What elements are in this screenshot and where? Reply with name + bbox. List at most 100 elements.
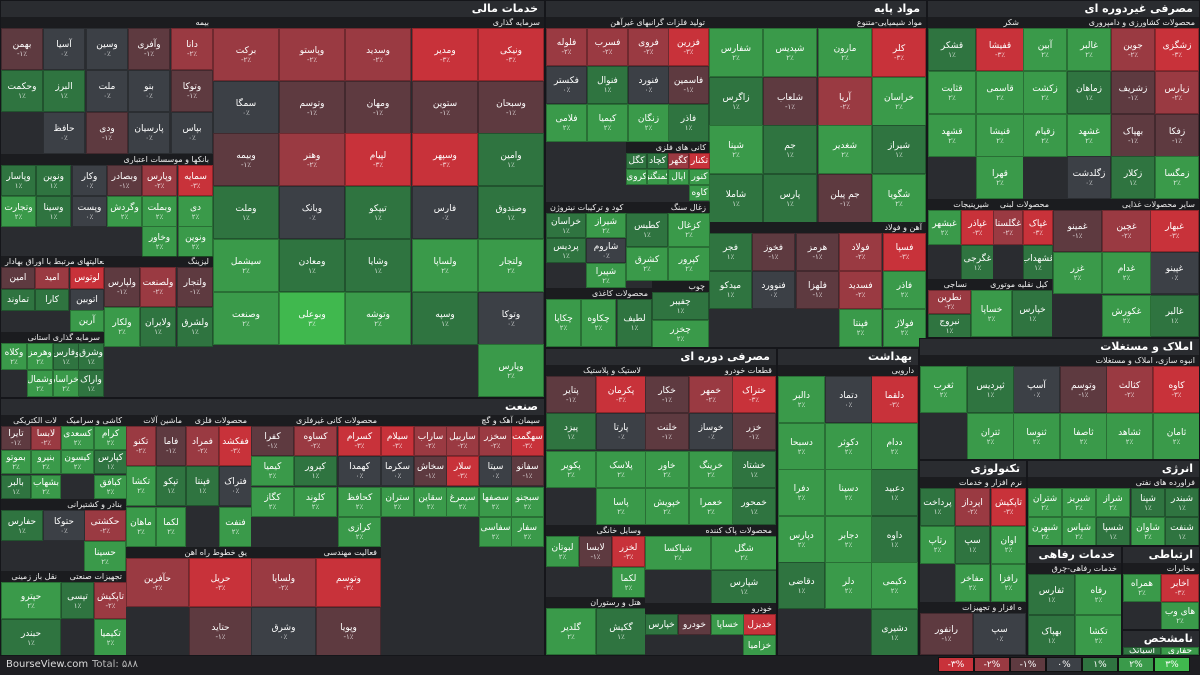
stock-tile[interactable]: وبانک ۰٪: [279, 186, 345, 239]
stock-tile[interactable]: غپاذر -۳٪: [961, 210, 993, 245]
stock-tile[interactable]: ولپارس -۱٪: [104, 267, 140, 307]
stock-tile[interactable]: وپارس ۲٪: [478, 344, 544, 397]
stock-tile[interactable]: فزرین -۳٪: [668, 28, 709, 66]
stock-tile[interactable]: آرین: [70, 310, 104, 332]
stock-tile[interactable]: خراسان ۱٪: [546, 213, 586, 238]
stock-tile[interactable]: حپترو ۲٪: [1, 582, 61, 619]
stock-tile[interactable]: شپارس ۱٪: [711, 570, 776, 603]
stock-tile[interactable]: وشمال ۲٪: [27, 370, 53, 397]
stock-tile[interactable]: نبروج ۱٪: [928, 314, 971, 337]
stock-tile[interactable]: رافزا ۲٪: [991, 564, 1026, 602]
stock-tile[interactable]: وتوکا -۱٪: [171, 70, 213, 112]
stock-tile[interactable]: فلوله -۲٪: [546, 28, 587, 66]
stock-tile[interactable]: برکت -۲٪: [213, 28, 279, 81]
stock-tile[interactable]: کزغال ۲٪: [668, 213, 710, 247]
stock-tile[interactable]: دسینا ۲٪: [825, 469, 872, 516]
stock-tile[interactable]: کثالث -۲٪: [1106, 366, 1153, 413]
stock-tile[interactable]: فولاد -۲٪: [839, 233, 882, 271]
stock-tile[interactable]: کروی: [626, 169, 647, 185]
stock-tile[interactable]: کلوند ۲٪: [294, 487, 337, 517]
stock-tile[interactable]: وتوسم -۱٪: [279, 81, 345, 134]
stock-tile[interactable]: تپکو ۱٪: [156, 466, 186, 506]
stock-tile[interactable]: کسعدی ۲٪: [61, 426, 94, 450]
stock-tile[interactable]: کاوه -۳٪: [1153, 366, 1199, 413]
stock-tile[interactable]: فخوز -۱٪: [752, 233, 795, 271]
stock-tile[interactable]: گلدیر ۲٪: [546, 608, 596, 655]
stock-tile[interactable]: زاگرس ۱٪: [709, 77, 763, 126]
stock-tile[interactable]: بپاس ۰٪: [171, 112, 213, 154]
stock-tile[interactable]: کشرق ۲٪: [626, 247, 668, 281]
stock-tile[interactable]: البرز ۱٪: [43, 70, 85, 112]
stock-tile[interactable]: زشگزی -۳٪: [1155, 28, 1199, 71]
stock-tile[interactable]: کرام ۲٪: [94, 426, 126, 450]
stock-tile[interactable]: غپینو ۰٪: [1150, 252, 1199, 294]
stock-tile[interactable]: دالبر ۲٪: [778, 376, 825, 423]
stock-tile[interactable]: کارا: [35, 289, 69, 311]
stock-tile[interactable]: وخاور ۲٪: [142, 226, 177, 257]
stock-tile[interactable]: دکیمی ۲٪: [871, 562, 918, 609]
stock-tile[interactable]: فنوورد ۰٪: [752, 271, 795, 309]
stock-tile[interactable]: وتجارت ۲٪: [1, 196, 36, 227]
stock-tile[interactable]: رفاه ۲٪: [1075, 574, 1121, 615]
stock-tile[interactable]: وسپهر -۳٪: [412, 133, 478, 186]
stock-tile[interactable]: رتاپ ۲٪: [920, 526, 955, 564]
stock-tile[interactable]: وحکمت ۱٪: [1, 70, 43, 112]
stock-tile[interactable]: حتوکا ۰٪: [43, 510, 85, 541]
stock-tile[interactable]: مارون ۲٪: [818, 28, 872, 77]
stock-tile[interactable]: قشکر ۱٪: [928, 28, 976, 71]
stock-tile[interactable]: وتوسم -۱٪: [1060, 366, 1107, 413]
stock-tile[interactable]: کیسون ۲٪: [61, 450, 94, 474]
stock-tile[interactable]: خدیزل: [743, 614, 776, 635]
stock-tile[interactable]: لوتوس: [70, 267, 104, 289]
stock-tile[interactable]: تکنو -۲٪: [126, 426, 156, 466]
stock-tile[interactable]: لطیف ۱٪: [617, 299, 652, 347]
stock-tile[interactable]: شاوان ۲٪: [1131, 517, 1165, 545]
stock-tile[interactable]: کحافظ ۲٪: [338, 487, 381, 517]
stock-tile[interactable]: پتایر -۱٪: [546, 376, 596, 413]
stock-tile[interactable]: فروی -۲٪: [628, 28, 669, 66]
stock-tile[interactable]: لابسا -۲٪: [31, 426, 61, 450]
stock-tile[interactable]: ولکار ۲٪: [104, 307, 140, 347]
stock-tile[interactable]: کفرا -۱٪: [251, 426, 294, 456]
stock-tile[interactable]: فکستر ۰٪: [546, 66, 587, 104]
stock-tile[interactable]: دی ۲٪: [178, 196, 213, 227]
stock-tile[interactable]: خساپا: [711, 614, 744, 635]
stock-tile[interactable]: بنیرو ۲٪: [31, 450, 61, 474]
stock-tile[interactable]: شتران ۲٪: [1028, 488, 1062, 517]
stock-tile[interactable]: کیمیا ۲٪: [251, 456, 294, 486]
stock-tile[interactable]: سپ ۰٪: [973, 613, 1026, 655]
stock-tile[interactable]: وسپه ۱٪: [412, 292, 478, 345]
stock-tile[interactable]: حبندر ۱٪: [1, 619, 61, 655]
stock-tile[interactable]: دجابر ۲٪: [825, 516, 872, 563]
stock-tile[interactable]: وشرق ۰٪: [251, 607, 316, 655]
stock-tile[interactable]: لخزر -۳٪: [612, 536, 645, 567]
stock-tile[interactable]: های وب ۲٪: [1161, 602, 1199, 629]
stock-tile[interactable]: پیزد ۱٪: [546, 413, 596, 450]
stock-tile[interactable]: داوه ۱٪: [871, 516, 918, 563]
stock-tile[interactable]: زگلدشت ۰٪: [1067, 156, 1111, 199]
stock-tile[interactable]: امین: [1, 267, 35, 289]
stock-tile[interactable]: ثفارس ۱٪: [1028, 574, 1075, 615]
stock-tile[interactable]: جوین -۲٪: [1111, 28, 1155, 71]
stock-tile[interactable]: شپاکسا ۲٪: [645, 536, 711, 570]
stock-tile[interactable]: فپنتا ۲٪: [839, 309, 882, 347]
stock-tile[interactable]: وبیمه -۱٪: [213, 133, 279, 186]
stock-tile[interactable]: فسپا -۳٪: [883, 233, 926, 271]
stock-tile[interactable]: شبندر ۱٪: [1165, 488, 1199, 517]
stock-tile[interactable]: کگاز ۲٪: [251, 487, 294, 517]
stock-tile[interactable]: وسبحان -۱٪: [478, 81, 544, 134]
stock-tile[interactable]: وامین ۱٪: [478, 133, 544, 186]
stock-tile[interactable]: قشهد ۲٪: [928, 114, 976, 157]
stock-tile[interactable]: تماوند: [1, 289, 35, 311]
stock-tile[interactable]: بشهاب ۲٪: [31, 475, 61, 499]
stock-tile[interactable]: کیمیا ۲٪: [587, 104, 628, 142]
stock-tile[interactable]: زکشت ۲٪: [1023, 71, 1067, 114]
stock-tile[interactable]: وپویا -۱٪: [316, 607, 381, 655]
stock-tile[interactable]: ونوین ۲٪: [178, 226, 213, 257]
stock-tile[interactable]: لکما ۲٪: [612, 567, 645, 598]
stock-tile[interactable]: ثپردیس ۱٪: [967, 366, 1014, 413]
stock-tile[interactable]: تاپکیش -۲٪: [94, 582, 126, 619]
stock-tile[interactable]: سیتا ۰٪: [479, 456, 512, 486]
stock-tile[interactable]: همراه ۲٪: [1123, 574, 1161, 602]
stock-tile[interactable]: ثشاهد ۲٪: [1106, 413, 1153, 459]
